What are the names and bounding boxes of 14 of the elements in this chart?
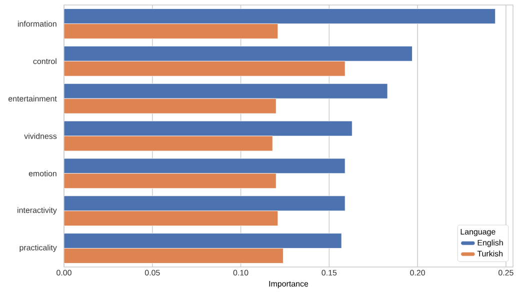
bar — [64, 173, 276, 189]
bar — [64, 24, 278, 39]
bar — [64, 136, 273, 152]
bar — [64, 46, 412, 62]
bar — [64, 8, 496, 24]
bar — [64, 98, 276, 114]
bar — [64, 233, 342, 248]
bar — [64, 60, 346, 76]
bar — [64, 158, 346, 174]
bar — [64, 120, 352, 136]
bar — [64, 248, 284, 264]
bar — [64, 210, 278, 226]
bar — [64, 196, 346, 212]
bar — [64, 83, 388, 99]
